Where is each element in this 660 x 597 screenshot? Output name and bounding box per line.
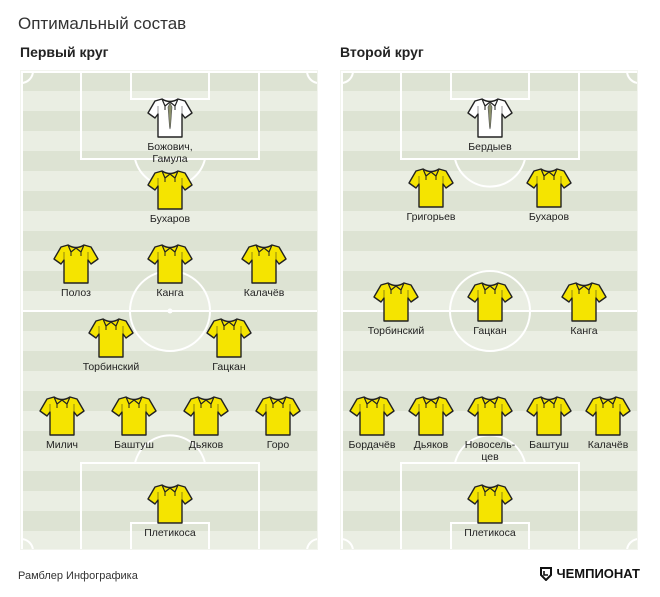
player-marker: Торбинский	[341, 281, 451, 337]
player-shirt-icon	[183, 396, 229, 436]
player-name: Бердыев	[468, 141, 512, 153]
player-marker: Калачёв	[209, 243, 317, 299]
player-name: Новосель- цев	[464, 439, 516, 463]
player-name: Милич	[45, 439, 79, 451]
player-name: Гацкан	[212, 361, 246, 373]
player-marker: Баштуш	[79, 395, 189, 451]
player-name: Бухаров	[149, 213, 191, 225]
player-name: Канга	[570, 325, 598, 337]
player-shirt-icon	[467, 484, 513, 524]
player-marker: Милич	[21, 395, 117, 451]
player-name: Калачёв	[243, 287, 285, 299]
player-shirt-icon	[373, 282, 419, 322]
source-credit: Рамблер Инфографика	[18, 570, 138, 582]
player-shirt-icon	[241, 244, 287, 284]
player-shirt-icon	[206, 318, 252, 358]
player-name: Бухаров	[528, 211, 570, 223]
player-shirt-icon	[53, 244, 99, 284]
player-marker: Гацкан	[435, 281, 545, 337]
brand-name: ЧЕМПИОНАТ	[556, 566, 640, 581]
player-name: Плетикоса	[464, 527, 516, 539]
player-shirt-icon	[561, 282, 607, 322]
player-name: Дьяков	[413, 439, 449, 451]
player-marker: Торбинский	[56, 317, 166, 373]
player-name: Полоз	[61, 287, 91, 299]
football-pitch-second-round: Бердыев Григорьев Бухаров Торбинский Гацкан К…	[340, 70, 638, 550]
player-name: Канга	[156, 287, 184, 299]
player-marker: Григорьев	[376, 167, 486, 223]
player-marker: Плетикоса	[115, 483, 225, 539]
player-shirt-icon	[88, 318, 134, 358]
player-marker: Плетикоса	[435, 483, 545, 539]
player-marker: Баштуш	[494, 395, 604, 451]
player-shirt-icon	[585, 396, 631, 436]
player-marker: Бухаров	[494, 167, 604, 223]
round-title-first: Первый круг	[20, 44, 109, 60]
player-name: Гацкан	[473, 325, 507, 337]
goalkeeper-shirt-icon	[467, 98, 513, 138]
player-name: Григорьев	[406, 211, 456, 223]
player-name: Баштуш	[114, 439, 154, 451]
page-title: Оптимальный состав	[18, 14, 187, 33]
player-marker: Калачёв	[553, 395, 637, 451]
player-marker: Горо	[223, 395, 317, 451]
player-name: Плетикоса	[144, 527, 196, 539]
player-marker: Новосель- цев	[435, 395, 545, 463]
player-name: Баштуш	[529, 439, 569, 451]
player-name: Горо	[266, 439, 290, 451]
player-shirt-icon	[408, 396, 454, 436]
player-name: Дьяков	[188, 439, 224, 451]
brand-mark-icon	[540, 566, 553, 581]
player-shirt-icon	[147, 244, 193, 284]
pitch-markings	[21, 71, 317, 549]
player-shirt-icon	[147, 484, 193, 524]
player-name: Торбинский	[82, 361, 140, 373]
player-shirt-icon	[349, 396, 395, 436]
player-shirt-icon	[408, 168, 454, 208]
player-name: Божович, Гамула	[147, 141, 193, 165]
player-name: Калачёв	[587, 439, 629, 451]
player-shirt-icon	[147, 170, 193, 210]
goalkeeper-shirt-icon	[147, 98, 193, 138]
player-marker: Бухаров	[115, 169, 225, 225]
player-shirt-icon	[526, 168, 572, 208]
player-marker: Канга	[529, 281, 637, 337]
brand-logo: ЧЕМПИОНАТ	[540, 566, 640, 581]
player-marker: Дьяков	[151, 395, 261, 451]
goalkeeper-marker: Бердыев	[435, 97, 545, 153]
goalkeeper-marker: Божович, Гамула	[115, 97, 225, 165]
player-marker: Полоз	[21, 243, 131, 299]
player-marker: Бордачёв	[341, 395, 427, 451]
player-shirt-icon	[526, 396, 572, 436]
football-pitch-first-round: Божович, Гамула Бухаров Полоз Канга Калачёв Т…	[20, 70, 318, 550]
player-shirt-icon	[39, 396, 85, 436]
player-marker: Гацкан	[174, 317, 284, 373]
player-marker: Канга	[115, 243, 225, 299]
player-shirt-icon	[255, 396, 301, 436]
player-name: Бордачёв	[348, 439, 396, 451]
player-shirt-icon	[467, 282, 513, 322]
player-marker: Дьяков	[376, 395, 486, 451]
player-name: Торбинский	[367, 325, 425, 337]
player-shirt-icon	[111, 396, 157, 436]
player-shirt-icon	[467, 396, 513, 436]
round-title-second: Второй круг	[340, 44, 424, 60]
